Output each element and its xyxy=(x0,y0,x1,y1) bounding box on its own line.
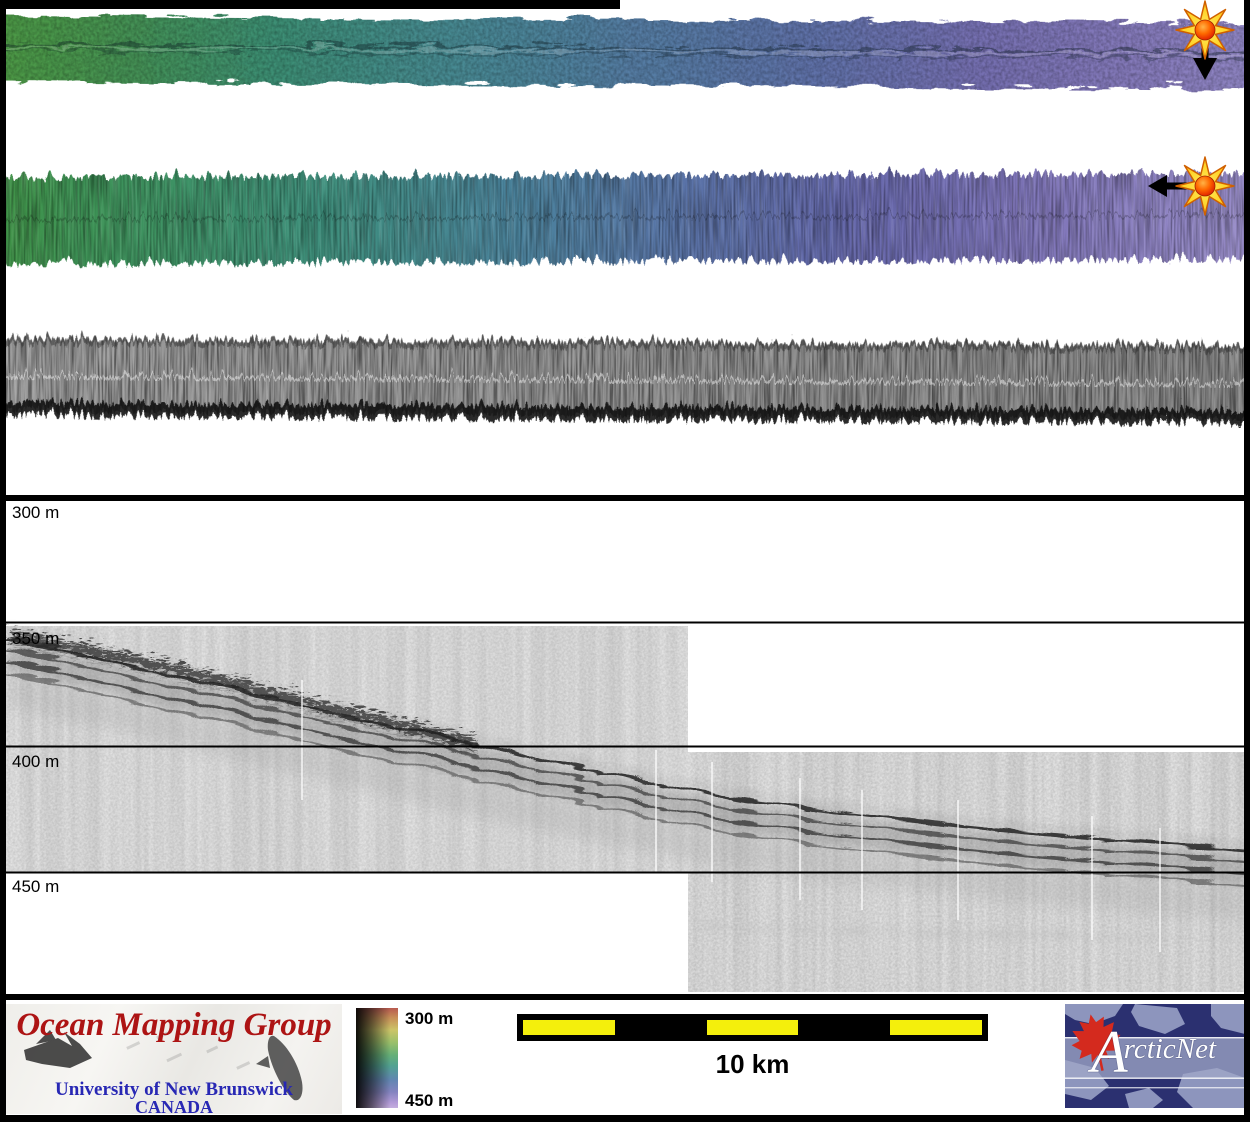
starburst-icon xyxy=(1175,0,1235,80)
arcticnet-wordmark: ArcticNet xyxy=(1091,1022,1241,1082)
scalebar-segment xyxy=(890,1020,982,1035)
towfish-silhouette-icon xyxy=(24,1030,92,1068)
scalebar-segment xyxy=(706,1020,799,1035)
omg-subtitle: University of New Brunswick xyxy=(54,1079,294,1100)
swath1-nadir-line xyxy=(0,39,1250,51)
scalebar xyxy=(517,1014,988,1041)
bathymetry-swath-shaded xyxy=(0,12,1250,87)
bathymetry-swath-striped xyxy=(0,169,1250,261)
depth-label-300m: 300 m xyxy=(12,503,60,522)
swath3-nadir-line xyxy=(0,369,1250,381)
towfish-silhouette-icon xyxy=(256,1035,303,1101)
colorbar-top-label: 300 m xyxy=(405,1009,454,1028)
swath3-dark-edge xyxy=(0,397,1250,420)
omg-title: Ocean Mapping Group xyxy=(16,1007,332,1043)
depth-label-400m: 400 m xyxy=(12,752,60,771)
left-border xyxy=(0,0,6,1122)
scalebar-segment xyxy=(614,1020,707,1035)
data-gap-lines xyxy=(301,680,1161,952)
swath2-nadir-line xyxy=(0,209,1250,217)
colorbar-bottom-label: 450 m xyxy=(405,1091,454,1110)
maple-leaf-icon xyxy=(1071,1014,1121,1071)
top-border xyxy=(0,0,620,9)
arcticnet-rest: rcticNet xyxy=(1123,1033,1216,1065)
arcticnet-initial: A xyxy=(1091,1019,1128,1085)
backscatter-swath xyxy=(0,332,1250,420)
omg-country: CANADA xyxy=(135,1097,213,1114)
scalebar-segment xyxy=(798,1020,891,1035)
subbottom-profile xyxy=(2,621,1246,992)
depth-label-450m: 450 m xyxy=(12,877,60,896)
right-border xyxy=(1244,0,1250,1122)
omg-logo: Ocean Mapping Group University of New Br… xyxy=(6,1004,342,1114)
section-divider-top xyxy=(0,495,1250,501)
bottom-border xyxy=(0,1115,1250,1122)
seafloor-reflector xyxy=(2,627,1246,919)
depth-label-350m: 350 m xyxy=(12,629,60,648)
scalebar-label: 10 km xyxy=(715,1049,790,1079)
arcticnet-logo: ArcticNet xyxy=(1065,1004,1245,1108)
deep-faint-reflector xyxy=(699,922,1241,938)
depth-gridlines xyxy=(6,621,1244,874)
depth-colorbar xyxy=(356,1008,398,1108)
scalebar-segment xyxy=(523,1020,615,1035)
section-divider-bottom xyxy=(0,994,1250,1000)
starburst-icon xyxy=(1148,156,1235,216)
